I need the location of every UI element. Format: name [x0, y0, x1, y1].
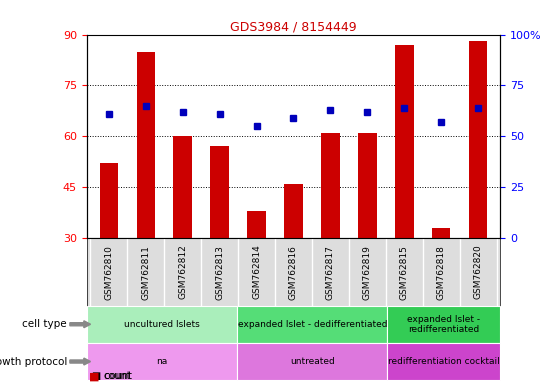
Bar [358, 133, 377, 339]
Text: count: count [103, 371, 131, 381]
Text: GSM762813: GSM762813 [215, 245, 224, 300]
Text: GSM762811: GSM762811 [141, 245, 150, 300]
Text: ■ count: ■ count [92, 371, 132, 381]
Text: GSM762812: GSM762812 [178, 245, 187, 300]
Bar [284, 184, 303, 339]
Text: GSM762815: GSM762815 [400, 245, 409, 300]
Text: untreated: untreated [290, 357, 335, 366]
Text: GSM762816: GSM762816 [289, 245, 298, 300]
Text: na: na [156, 357, 168, 366]
Bar [387, 306, 500, 343]
Text: GSM762810: GSM762810 [105, 245, 113, 300]
Bar [237, 343, 387, 380]
Text: GSM762814: GSM762814 [252, 245, 261, 300]
Bar [432, 228, 451, 339]
Text: redifferentiation cocktail: redifferentiation cocktail [388, 357, 500, 366]
Bar [321, 133, 340, 339]
Bar [136, 51, 155, 339]
Text: uncultured Islets: uncultured Islets [124, 320, 200, 329]
Bar [87, 343, 237, 380]
Text: cell type: cell type [22, 319, 67, 329]
Bar [387, 343, 500, 380]
Text: ■: ■ [89, 371, 100, 381]
Text: GSM762817: GSM762817 [326, 245, 335, 300]
Bar [210, 146, 229, 339]
Text: GSM762818: GSM762818 [437, 245, 446, 300]
Text: GSM762819: GSM762819 [363, 245, 372, 300]
Text: growth protocol: growth protocol [0, 356, 67, 366]
Text: expanded Islet -
redifferentiated: expanded Islet - redifferentiated [408, 314, 480, 334]
Bar [87, 306, 237, 343]
Bar [100, 163, 118, 339]
Bar [469, 41, 487, 339]
Text: GSM762820: GSM762820 [473, 245, 482, 300]
Bar [395, 45, 414, 339]
Text: expanded Islet - dedifferentiated: expanded Islet - dedifferentiated [238, 320, 387, 329]
Bar [237, 306, 387, 343]
Bar [173, 136, 192, 339]
Bar [247, 211, 266, 339]
Title: GDS3984 / 8154449: GDS3984 / 8154449 [230, 20, 357, 33]
